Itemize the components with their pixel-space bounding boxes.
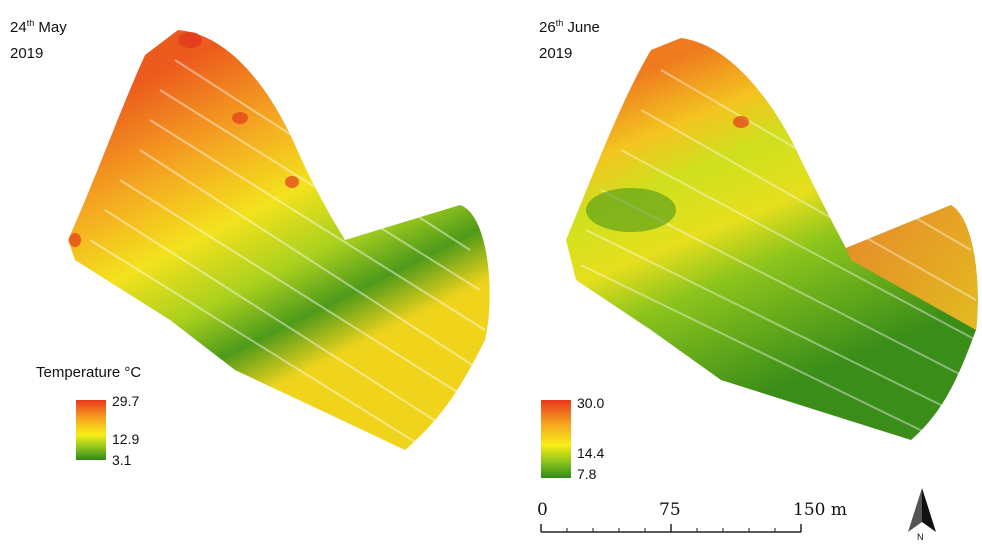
- north-label: N: [917, 532, 924, 542]
- legend-max: 30.0: [577, 395, 605, 411]
- field-tramlines: [89, 59, 486, 446]
- field-surface: [566, 38, 978, 440]
- date-day: 24: [10, 19, 27, 36]
- north-arrow-icon: [908, 488, 936, 532]
- scale-tick-150: 150 m: [793, 500, 847, 520]
- date-label: 24th May 2019: [10, 10, 67, 67]
- thermal-map: [566, 38, 978, 440]
- thermal-map: [68, 30, 490, 450]
- legend-min: 3.1: [112, 452, 132, 468]
- scale-tick-0: 0: [537, 500, 548, 520]
- date-month: June: [567, 19, 600, 36]
- date-day: 26: [539, 19, 556, 36]
- date-year: 2019: [539, 45, 573, 62]
- legend-mid: 14.4: [577, 445, 605, 461]
- map-panel-26-june: 26th June 2019: [491, 0, 982, 547]
- date-month: May: [38, 19, 67, 36]
- date-label: 26th June 2019: [539, 10, 600, 67]
- legend-max: 29.7: [112, 393, 140, 409]
- color-ramp: [541, 400, 571, 478]
- date-suffix: th: [555, 18, 564, 28]
- scale-bar: [540, 524, 802, 533]
- field-surface: [68, 30, 490, 450]
- date-suffix: th: [26, 18, 35, 28]
- map-panel-24-may: 24th May 2019: [10, 10, 490, 468]
- date-year: 2019: [10, 45, 44, 62]
- legend-mid: 12.9: [112, 431, 140, 447]
- scale-tick-75: 75: [659, 500, 681, 520]
- color-ramp: [76, 400, 106, 460]
- legend-min: 7.8: [577, 466, 597, 482]
- legend-title: Temperature °C: [36, 364, 142, 381]
